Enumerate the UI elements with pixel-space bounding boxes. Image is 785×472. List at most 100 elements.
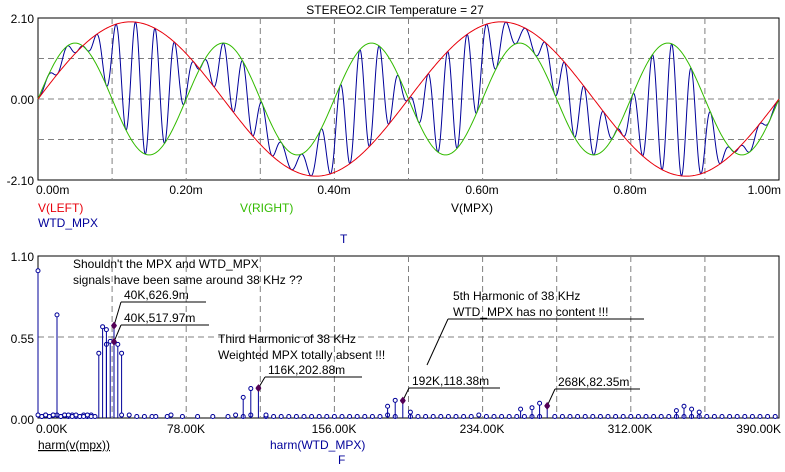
stem-marker-1-62 [514, 414, 520, 420]
bottom-x-tick-5: 390.00K [736, 422, 781, 436]
stem-marker-1-39 [331, 414, 337, 420]
stem-marker-2-12 [673, 408, 679, 414]
stem-marker-2-4 [385, 403, 391, 409]
stem-marker-1-20 [141, 414, 147, 420]
stem-marker-1-34 [293, 414, 299, 420]
stem-marker-1-23 [179, 414, 185, 420]
stem-marker-1-55 [461, 414, 467, 420]
annotation-268k-leader [546, 388, 556, 407]
stem-marker-1-81 [666, 414, 672, 420]
stem-marker-1-16 [103, 327, 109, 333]
stem-marker-1-4 [50, 412, 56, 418]
annotation-40k-vmpx-marker [111, 321, 117, 330]
stem-marker-2-13 [681, 403, 687, 409]
bottom-x-tick-2: 156.00K [312, 422, 357, 436]
stem-marker-1-33 [286, 414, 292, 420]
annotation-fifth-harmonic-line-2: WTD_MPX has no content !!! [453, 305, 608, 319]
stem-marker-1-36 [309, 414, 315, 420]
top-x-tick-5: 1.00m [748, 183, 781, 197]
annotation-192k: 192K,118.38m [412, 374, 489, 388]
stem-marker-0-20 [115, 341, 121, 347]
stem-marker-1-44 [369, 414, 375, 420]
stem-marker-1-15 [92, 414, 98, 420]
stem-marker-1-56 [468, 414, 474, 420]
stem-marker-1-54 [453, 414, 459, 420]
stem-marker-1-38 [324, 414, 330, 420]
stem-marker-1-60 [499, 414, 505, 420]
stem-marker-2-5 [392, 397, 398, 403]
stem-marker-1-51 [430, 414, 436, 420]
stem-marker-1-57 [476, 412, 482, 418]
stem-marker-2-1 [248, 386, 254, 392]
top-x-tick-1: 0.20m [169, 183, 202, 197]
stem-marker-2-8 [518, 406, 524, 412]
chart-title: STEREO2.CIR Temperature = 27 [306, 3, 484, 17]
top-x-tick-4: 0.80m [613, 183, 646, 197]
annotation-40k-vmpx: 40K,626.9m [124, 288, 189, 302]
annotation-40k-vmpx-leader [113, 301, 122, 326]
bottom-x-tick-4: 312.00K [608, 422, 653, 436]
bottom-plot-grid [38, 256, 779, 418]
stem-marker-1-5 [54, 312, 60, 318]
stem-marker-1-91 [742, 414, 748, 420]
stem-marker-1-50 [423, 414, 429, 420]
top-x-tick-0: 0.00m [36, 183, 69, 197]
stem-marker-1-88 [719, 414, 725, 420]
stem-marker-1-63 [521, 414, 527, 420]
bottom-y-tick-mid: 0.55 [11, 332, 35, 346]
annotation-40k-wtd-marker [111, 337, 117, 346]
stem-marker-1-32 [278, 414, 284, 420]
stem-marker-1-35 [301, 414, 307, 420]
stem-marker-1-69 [575, 414, 581, 420]
legend-v-left: V(LEFT) [38, 201, 83, 215]
stem-marker-1-75 [620, 414, 626, 420]
stem-marker-1-76 [628, 414, 634, 420]
annotation-268k-marker [544, 401, 551, 410]
annotation-40k-wtd-leader [113, 324, 122, 342]
legend-v-mpx: V(MPX) [451, 201, 493, 215]
top-y-tick-zero: 0.00 [11, 93, 35, 107]
stem-marker-1-58 [483, 414, 489, 420]
stem-marker-1-94 [765, 414, 771, 420]
stem-marker-1-74 [613, 414, 619, 420]
stem-marker-1-72 [597, 414, 603, 420]
stem-marker-1-95 [772, 414, 778, 420]
stem-marker-0-16 [100, 324, 106, 330]
stem-marker-1-59 [491, 414, 497, 420]
annotation-268k: 268K,82.35m [558, 375, 629, 389]
stem-marker-1-79 [651, 414, 657, 420]
stem-marker-1-78 [643, 414, 649, 420]
stem-marker-1-40 [339, 414, 345, 420]
annotation-40k-wtd: 40K,517.97m [124, 311, 195, 325]
stem-marker-2-15 [696, 409, 702, 415]
stem-marker-1-19 [134, 414, 140, 420]
stem-marker-1-70 [582, 414, 588, 420]
stem-marker-1-37 [316, 414, 322, 420]
stem-marker-2-0 [240, 394, 246, 400]
stem-marker-1-31 [271, 414, 277, 420]
stem-marker-1-41 [347, 414, 353, 420]
stem-marker-1-87 [711, 414, 717, 420]
stem-marker-1-26 [225, 414, 231, 420]
top-plot-traces [37, 21, 780, 177]
trace-v-left [37, 21, 780, 177]
stem-marker-2-14 [689, 406, 695, 412]
stem-marker-1-71 [590, 414, 596, 420]
legend-harm-vmpx: harm(v(mpx)) [38, 438, 110, 452]
annotation-question-line-2: signals have been same around 38 KHz ?? [73, 273, 303, 287]
stem-marker-1-89 [727, 414, 733, 420]
annotation-fifth-harmonic-leader [426, 318, 449, 366]
legend-harm-wtd-mpx: harm(WTD_MPX) [270, 438, 365, 452]
top-x-axis-label: T [340, 232, 348, 246]
bottom-y-tick-max: 1.10 [11, 250, 35, 264]
stem-marker-1-21 [153, 414, 159, 420]
stem-marker-1-52 [438, 414, 444, 420]
stem-marker-2-7 [407, 409, 413, 415]
annotation-third-harmonic-line-1: Third Harmonic of 38 KHz [218, 332, 356, 346]
stem-marker-2-9 [529, 405, 535, 411]
stem-marker-1-90 [734, 414, 740, 420]
stem-marker-1-25 [210, 414, 216, 420]
bottom-x-tick-3: 234.00K [460, 422, 505, 436]
